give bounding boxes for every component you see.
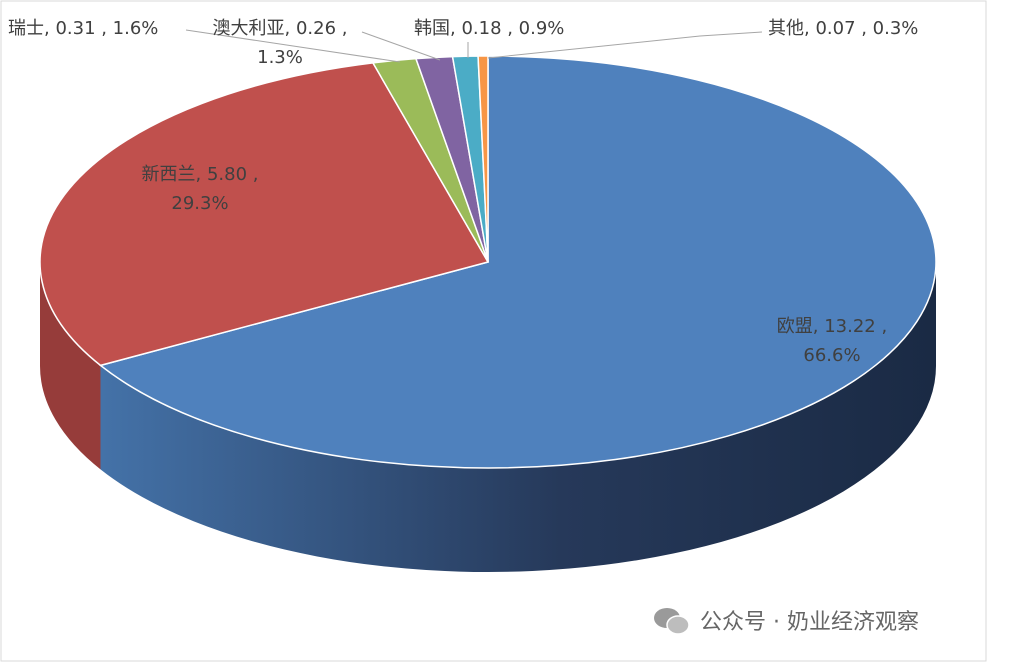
- slice-side: [40, 262, 101, 470]
- slice: [39, 62, 490, 367]
- leader-line: [487, 31, 763, 59]
- data-label: 欧盟, 13.22 , 66.6%: [776, 316, 888, 366]
- leader-lines: [185, 29, 763, 63]
- pie-sides: [40, 262, 937, 572]
- wechat-icon: [654, 608, 690, 635]
- data-label: 瑞士, 0.31 , 1.6%: [8, 18, 159, 39]
- data-label: 新西兰, 5.80 , 29.3%: [141, 164, 259, 214]
- data-label: 澳大利亚, 0.26 , 1.3%: [212, 18, 348, 68]
- pie-tops: [39, 55, 937, 469]
- chart-border: [0, 0, 987, 662]
- slice: [477, 55, 489, 263]
- leader-line: [185, 29, 401, 63]
- slice-side: [100, 262, 937, 572]
- data-label: 韩国, 0.18 , 0.9%: [414, 18, 565, 39]
- leader-line: [361, 31, 441, 61]
- data-label: 其他, 0.07 , 0.3%: [768, 18, 919, 39]
- watermark: 公众号 · 奶业经济观察: [700, 610, 919, 635]
- slice: [98, 55, 937, 469]
